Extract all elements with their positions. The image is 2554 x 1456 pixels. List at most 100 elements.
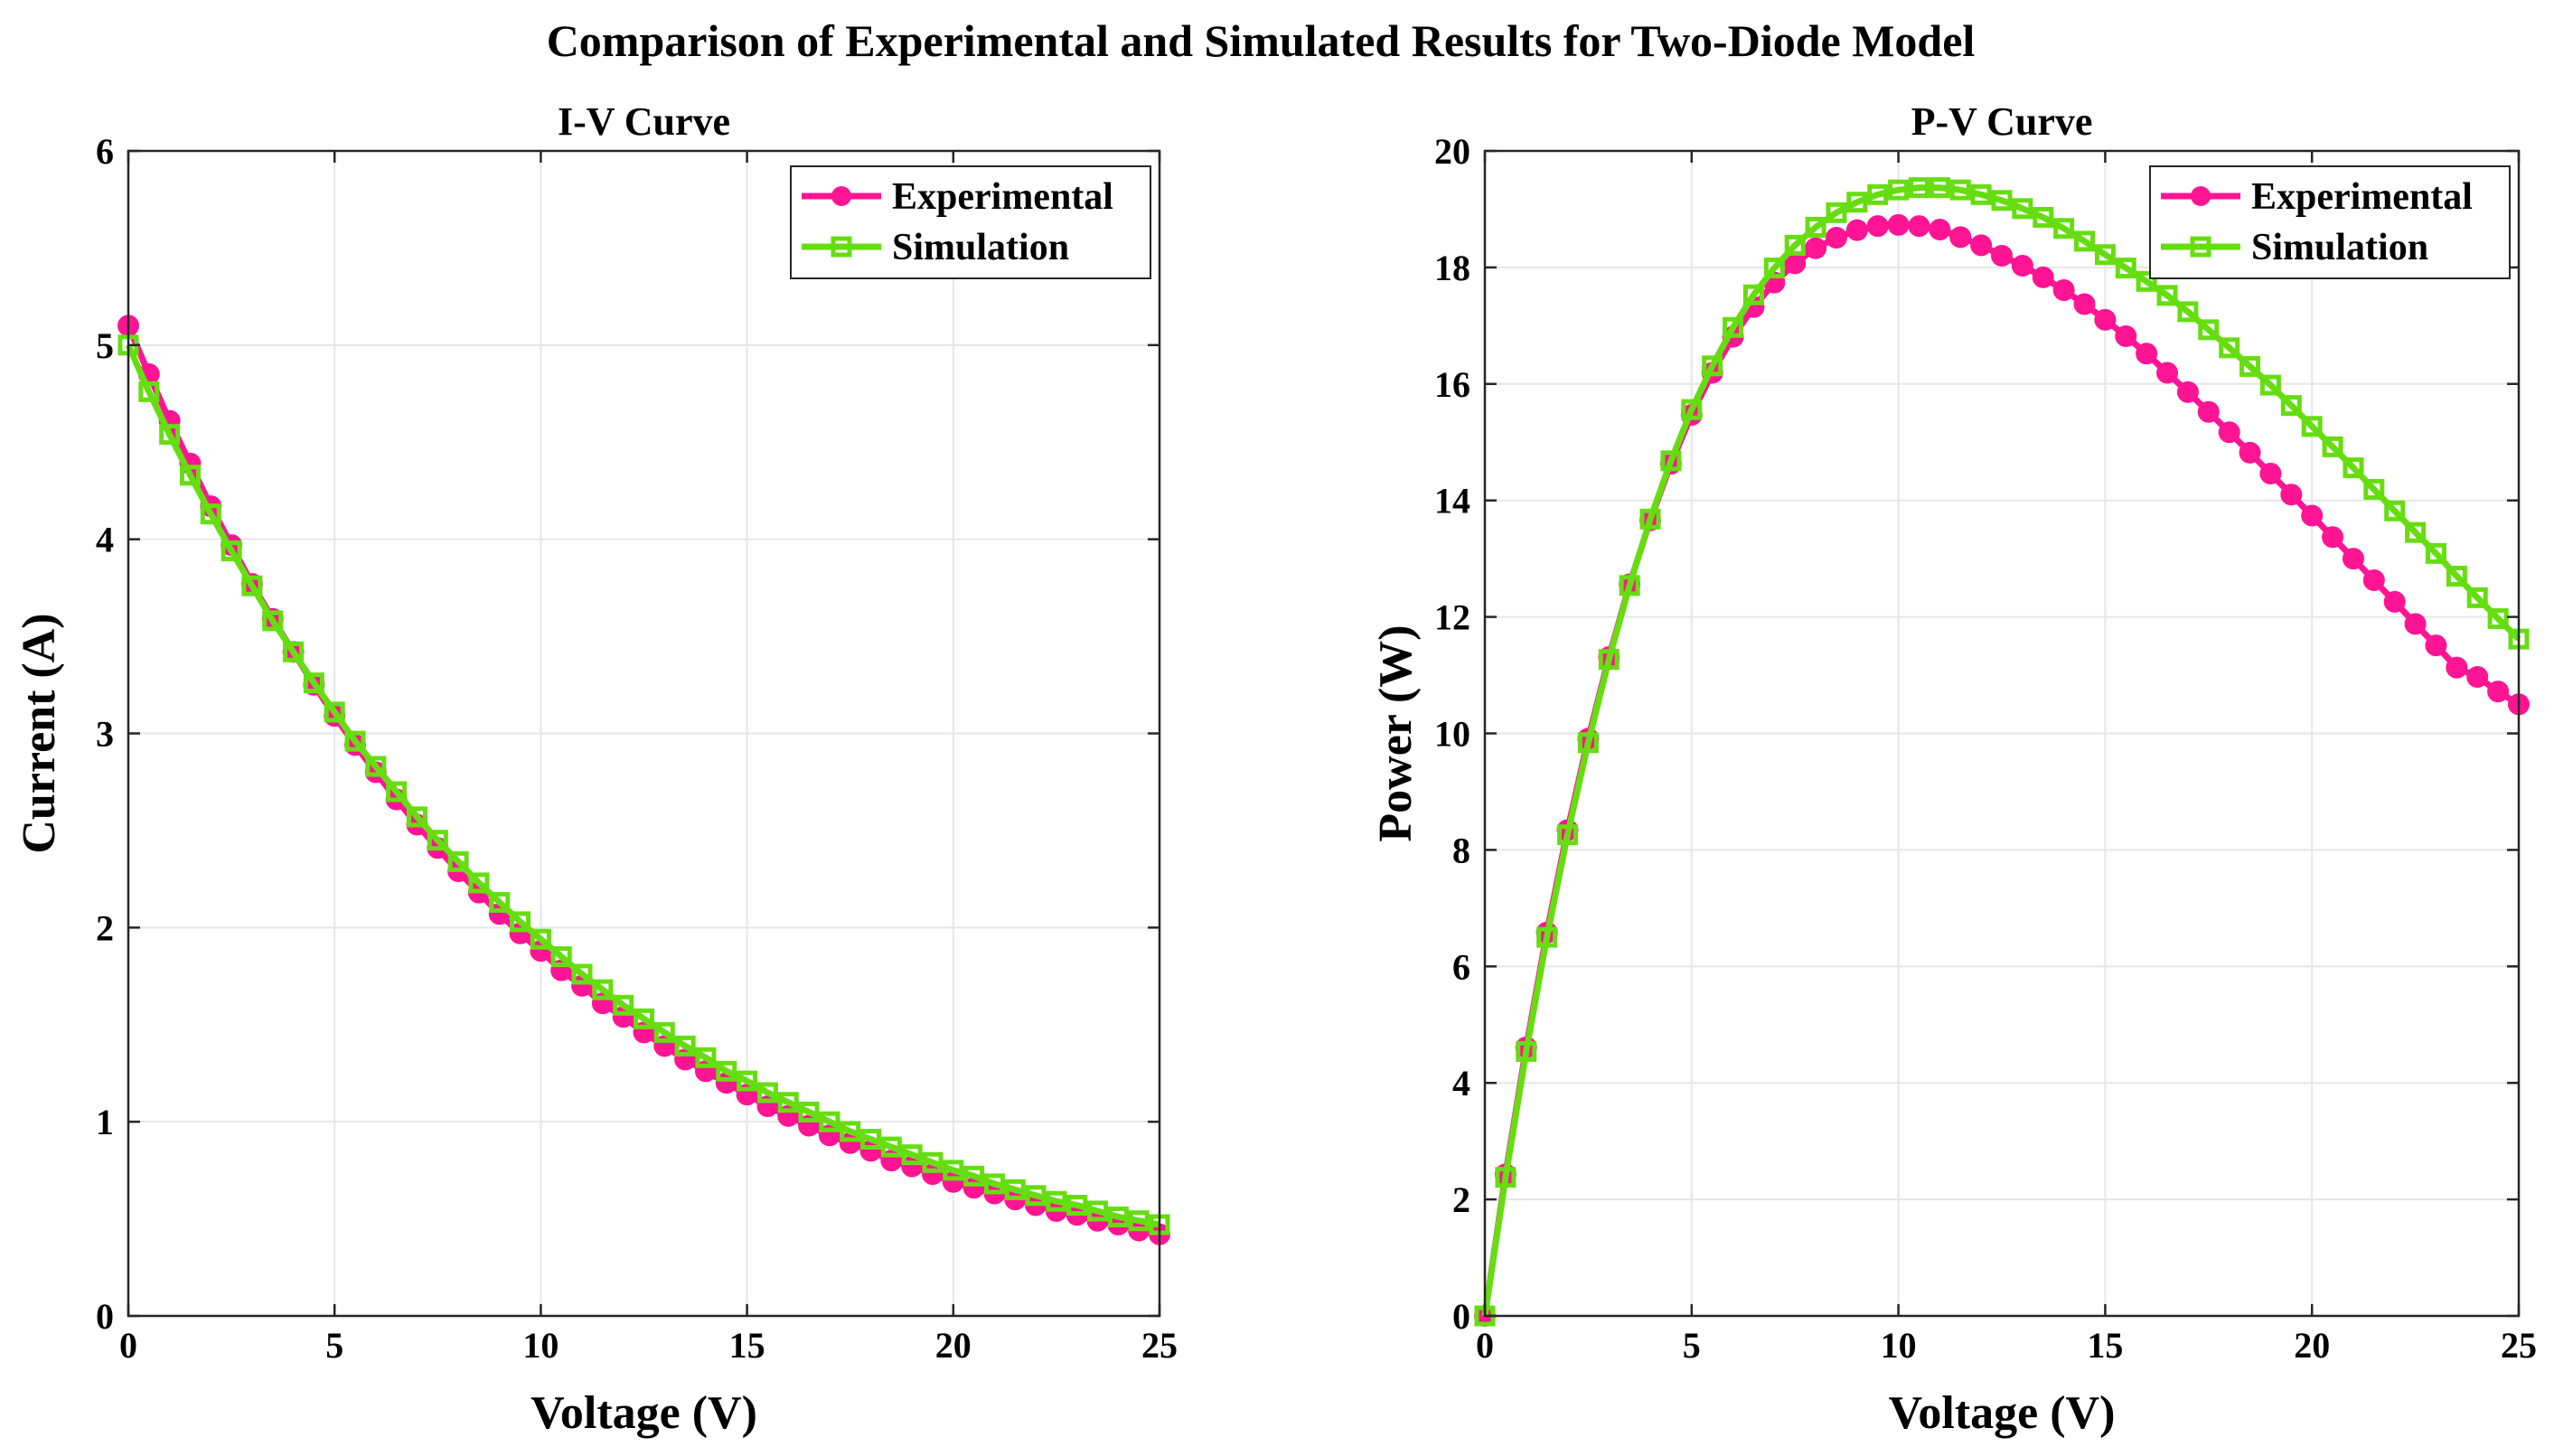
iv-legend-simulation-marker (831, 236, 852, 258)
pv-plot-area (1474, 177, 2530, 1327)
iv-x-tick-label: 15 (729, 1325, 765, 1366)
iv-simulation-point (386, 781, 408, 803)
iv-simulation-point (634, 1008, 654, 1029)
pv-simulation-point (1619, 575, 1640, 596)
iv-x-tick-label: 10 (522, 1325, 559, 1366)
iv-simulation-point (283, 641, 305, 662)
pv-simulation-point (1495, 1167, 1516, 1188)
pv-simulation-point (1784, 234, 1806, 256)
iv-x-tick-label: 0 (119, 1325, 137, 1366)
pv-simulation-point (2425, 542, 2446, 564)
iv-y-tick-label: 0 (96, 1296, 114, 1337)
pv-simulation-point (2177, 301, 2199, 323)
pv-experimental-point (2073, 293, 2096, 315)
pv-experimental-point (2383, 590, 2406, 613)
pv-simulation-point (2033, 206, 2054, 228)
pv-experimental-point (2404, 613, 2427, 635)
iv-simulation-point (613, 994, 634, 1016)
iv-simulation-point (530, 928, 551, 950)
iv-simulation-point (674, 1035, 696, 1057)
pv-experimental-point (1866, 215, 1889, 238)
pv-legend-simulation-marker (2190, 236, 2211, 258)
pv-legend-experimental-marker (2191, 186, 2211, 206)
iv-y-tick-label: 3 (96, 714, 114, 755)
iv-y-tick-label: 5 (96, 325, 114, 366)
pv-experimental-point (1991, 245, 2013, 268)
pv-experimental-point (2342, 548, 2364, 570)
pv-simulation-point (1888, 179, 1910, 201)
iv-simulation-point (427, 830, 448, 851)
pv-experimental-point (1845, 219, 1868, 241)
pv-y-tick-label: 16 (1434, 364, 1470, 405)
iv-simulation-point (406, 806, 427, 828)
pv-ticks: 0 5 10 15 20 25 0 2 4 6 8 10 12 14 16 18 20 (1434, 131, 2537, 1366)
iv-legend-box (790, 165, 1151, 279)
pv-simulation-point (2094, 244, 2116, 266)
pv-simulation-point (2219, 337, 2240, 359)
iv-simulation-point (1128, 1210, 1150, 1232)
iv-simulation-point (901, 1144, 923, 1166)
pv-series-layer (1474, 177, 2530, 1327)
iv-simulation-point (241, 575, 263, 596)
pv-experimental-point (2011, 254, 2033, 277)
pv-simulation-point (2012, 198, 2033, 220)
pv-experimental-point (2032, 266, 2054, 288)
pv-experimental-point (2466, 665, 2489, 688)
iv-simulation-point (303, 672, 324, 694)
pv-simulation-point (1598, 649, 1620, 671)
iv-simulation-point (737, 1070, 758, 1092)
pv-simulation-point (1681, 399, 1703, 420)
pv-curve-title: P-V Curve (1911, 99, 2093, 144)
pv-x-axis-label: Voltage (V) (1889, 1387, 2116, 1439)
pv-y-tick-label: 18 (1434, 248, 1470, 288)
pv-y-tick-label: 8 (1452, 830, 1470, 870)
pv-simulation-point (1805, 216, 1826, 238)
pv-y-tick-label: 12 (1434, 597, 1470, 638)
iv-y-tick-label: 2 (96, 907, 114, 948)
pv-experimental-point (1949, 226, 1972, 249)
pv-y-axis-label: Power (W) (1370, 625, 1422, 841)
pv-simulation-point (2466, 587, 2488, 608)
pv-grid (1485, 151, 2519, 1316)
pv-experimental-point (2362, 568, 2385, 591)
pv-experimental-point (2280, 484, 2303, 506)
pv-experimental-point (1887, 213, 1910, 236)
pv-simulation-point (2301, 416, 2323, 437)
iv-simulation-point (1004, 1179, 1026, 1200)
pv-simulation-point (1639, 508, 1661, 530)
pv-experimental-point (2259, 463, 2282, 485)
iv-simulation-point (447, 850, 469, 872)
pv-simulation-point (2115, 258, 2136, 279)
iv-simulation-point (550, 946, 572, 968)
pv-experimental-point (2218, 421, 2240, 444)
iv-x-tick-label: 20 (935, 1325, 972, 1366)
iv-simulation-point (262, 610, 284, 632)
iv-simulation-point (695, 1047, 717, 1068)
iv-y-tick-label: 6 (96, 131, 114, 172)
iv-simulation-point (468, 872, 490, 894)
pv-simulation-point (1846, 192, 1868, 213)
iv-simulation-point (756, 1082, 778, 1104)
iv-simulation-point (1087, 1200, 1109, 1222)
iv-y-axis-label: Current (A) (14, 613, 65, 853)
iv-x-tick-label: 5 (325, 1325, 343, 1366)
pv-experimental-point (2301, 504, 2324, 527)
iv-legend: Experimental Simulation (790, 165, 1151, 279)
iv-simulation-point (510, 911, 531, 933)
pv-simulation-point (2156, 285, 2178, 306)
pv-x-tick-label: 10 (1881, 1325, 1917, 1366)
iv-simulation-point (798, 1101, 820, 1123)
pv-experimental-point (2156, 362, 2179, 384)
pv-x-tick-label: 20 (2294, 1325, 2330, 1366)
pv-x-tick-label: 25 (2501, 1325, 2537, 1366)
iv-series-layer (117, 315, 1170, 1245)
pv-simulation-point (1742, 284, 1764, 305)
pv-y-tick-label: 2 (1452, 1179, 1470, 1220)
pv-simulation-point (2198, 319, 2220, 341)
pv-simulation-point (2446, 565, 2467, 587)
iv-simulation-point (943, 1160, 964, 1181)
pv-simulation-point (1970, 183, 1992, 205)
pv-simulation-point (1929, 177, 1950, 199)
pv-y-tick-label: 20 (1434, 131, 1470, 172)
